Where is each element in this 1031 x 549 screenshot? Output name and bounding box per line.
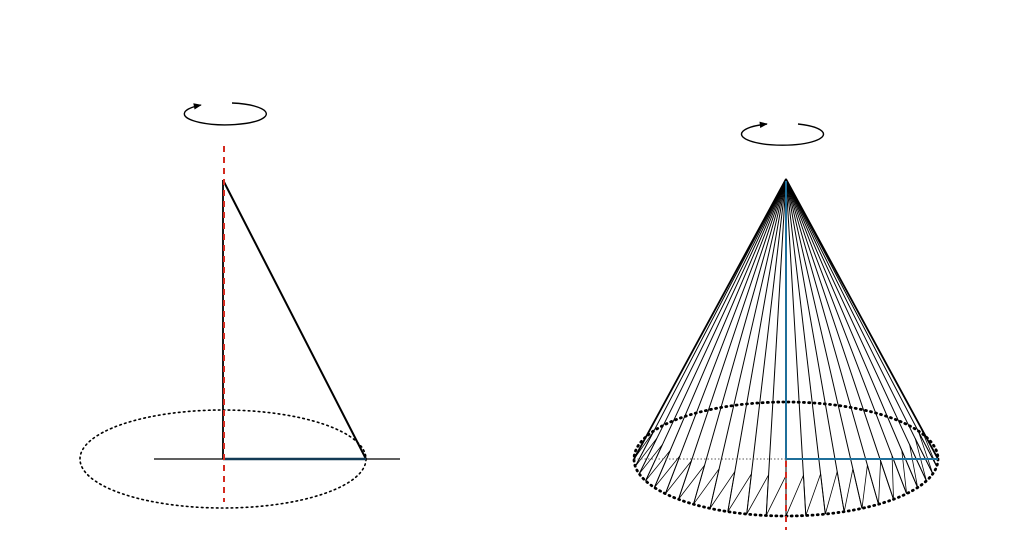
cone-generator-line [765, 178, 787, 516]
cone-generator-line [785, 178, 934, 475]
cone-facet-mark [824, 471, 845, 515]
cone-generator-line [785, 178, 863, 509]
cone-generator-line [785, 178, 919, 488]
cone-facet-mark [909, 444, 927, 488]
cone-facet-mark [638, 444, 663, 481]
cone-generator-line [653, 178, 787, 488]
cone-generator-line [693, 178, 787, 505]
cone-generator-line [785, 178, 845, 512]
cone-generator-line [645, 178, 787, 482]
cone-right-silhouette [785, 178, 939, 460]
cone-facet-mark [678, 464, 705, 505]
cone-generator-line [746, 178, 787, 515]
rotation-arrow-icon [740, 121, 825, 146]
cone-facet-mark [843, 468, 863, 512]
cone-generator-line [664, 178, 787, 494]
cone-facet-mark [654, 455, 681, 494]
cone-generator-line [785, 178, 879, 505]
triangle-hypotenuse [222, 179, 367, 460]
cone-facet-mark [665, 460, 692, 500]
cone-generator-line [727, 178, 787, 512]
cone-facet-mark [709, 471, 736, 512]
cone-facet-mark [727, 473, 752, 515]
cone-generator-line [638, 178, 787, 475]
cone-facet-mark [901, 450, 918, 494]
cone-facet-mark [805, 473, 826, 516]
cone-facet-mark [693, 468, 720, 509]
cone-facet-mark [765, 475, 787, 516]
cone-generator-line [785, 178, 927, 482]
cone-of-revolution-panel [632, 121, 940, 530]
cone-facet-mark [645, 450, 671, 488]
cone-facet-mark [878, 460, 894, 505]
cone-facet-mark [891, 455, 907, 500]
cone-generator-line [785, 178, 908, 494]
cone-generator-line [785, 178, 894, 500]
cone-left-silhouette [633, 178, 787, 460]
cone-facet-mark [861, 465, 879, 509]
triangle-revolution-panel [79, 102, 400, 509]
cone-facet-mark [746, 474, 769, 516]
cone-generator-line [678, 178, 787, 500]
rotation-arrow-icon [183, 102, 268, 126]
cone-facet-mark [634, 438, 658, 474]
cone-facet-mark [785, 474, 807, 517]
cone-facet-mark [914, 438, 934, 481]
cone-generator-line [709, 178, 787, 509]
